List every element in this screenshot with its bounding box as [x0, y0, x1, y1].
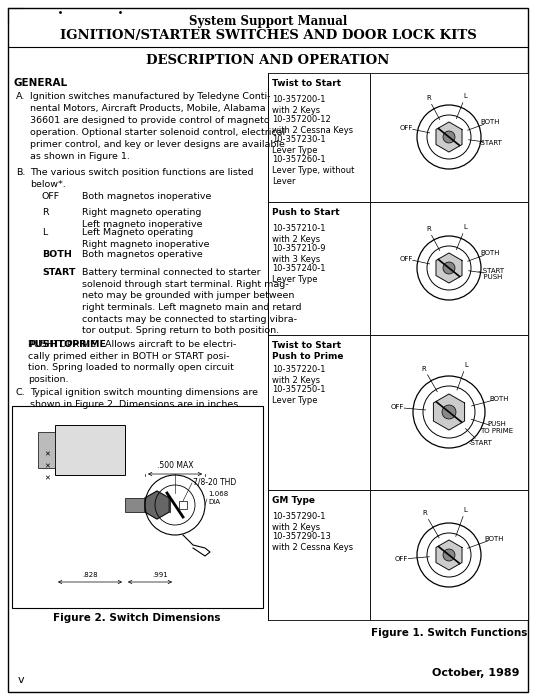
Text: 7/8-20 THD: 7/8-20 THD — [193, 477, 236, 486]
Text: BOTH: BOTH — [42, 250, 72, 259]
Text: October, 1989: October, 1989 — [433, 668, 520, 678]
Text: System Support Manual: System Support Manual — [189, 15, 347, 29]
Text: 10-357200-12
with 2 Cessna Keys: 10-357200-12 with 2 Cessna Keys — [272, 115, 353, 135]
Text: A.: A. — [16, 92, 25, 101]
Text: 10-357200-1
with 2 Keys: 10-357200-1 with 2 Keys — [272, 95, 325, 115]
Text: Twist to Start
Push to Prime: Twist to Start Push to Prime — [272, 341, 344, 361]
Text: BOTH: BOTH — [481, 250, 500, 256]
Text: -START: -START — [468, 440, 492, 446]
Text: DESCRIPTION AND OPERATION: DESCRIPTION AND OPERATION — [146, 55, 390, 67]
Text: START: START — [42, 268, 76, 277]
Text: OFF: OFF — [399, 256, 413, 262]
Text: .500 MAX: .500 MAX — [157, 461, 193, 470]
Text: v: v — [18, 675, 25, 685]
Text: ✕: ✕ — [44, 464, 50, 470]
Polygon shape — [434, 394, 465, 430]
Text: Twist to Start: Twist to Start — [272, 79, 341, 88]
Text: R: R — [422, 365, 426, 372]
Text: Both magnetos operative: Both magnetos operative — [82, 250, 203, 259]
Bar — [268, 202, 370, 335]
Text: BOTH: BOTH — [489, 395, 509, 402]
Text: GM Type: GM Type — [272, 496, 315, 505]
Text: 10-357240-1
Lever Type: 10-357240-1 Lever Type — [272, 264, 325, 284]
Text: L: L — [42, 228, 47, 237]
Text: -START: -START — [479, 140, 503, 146]
Text: OFF: OFF — [399, 125, 413, 131]
Text: OFF: OFF — [391, 405, 404, 410]
Text: 10-357250-1
Lever Type: 10-357250-1 Lever Type — [272, 385, 325, 405]
Bar — [125, 498, 170, 512]
Circle shape — [443, 549, 455, 561]
Text: PUSHTOPRIME   Allows aircraft to be electri-
cally primed either in BOTH or STAR: PUSHTOPRIME Allows aircraft to be electr… — [28, 340, 236, 384]
Bar — [12, 406, 263, 608]
Text: IGNITION/STARTER SWITCHES AND DOOR LOCK KITS: IGNITION/STARTER SWITCHES AND DOOR LOCK … — [59, 29, 477, 43]
Text: L: L — [464, 362, 468, 368]
Text: 10-357290-13
with 2 Cessna Keys: 10-357290-13 with 2 Cessna Keys — [272, 532, 353, 552]
Text: PUSHTOPRIME: PUSHTOPRIME — [28, 340, 106, 349]
Text: The various switch position functions are listed
below*.: The various switch position functions ar… — [30, 168, 254, 189]
Text: L: L — [464, 507, 467, 513]
Text: B.: B. — [16, 168, 25, 177]
Polygon shape — [436, 540, 462, 570]
Polygon shape — [436, 253, 462, 283]
Text: Battery terminal connected to starter
solenoid through start terminal. Right mag: Battery terminal connected to starter so… — [82, 268, 301, 335]
Text: 10-357220-1
with 2 Keys: 10-357220-1 with 2 Keys — [272, 365, 325, 385]
Text: Push to Start: Push to Start — [272, 208, 340, 217]
Bar — [370, 490, 528, 620]
Circle shape — [442, 405, 456, 419]
Text: 10-357230-1
Lever Type: 10-357230-1 Lever Type — [272, 135, 326, 155]
Bar — [370, 335, 528, 490]
Text: 10-357210-9
with 3 Keys: 10-357210-9 with 3 Keys — [272, 244, 325, 264]
Bar — [179, 501, 187, 509]
Text: Right magneto operating
Left magneto inoperative: Right magneto operating Left magneto ino… — [82, 208, 203, 229]
Text: OFF: OFF — [394, 556, 408, 562]
Text: R: R — [426, 226, 431, 232]
Bar — [370, 202, 528, 335]
Bar — [38, 432, 55, 468]
Bar — [268, 335, 370, 490]
Text: C.: C. — [16, 388, 26, 397]
Bar — [55, 425, 125, 475]
Text: 10-357260-1
Lever Type, without
Lever: 10-357260-1 Lever Type, without Lever — [272, 155, 354, 186]
Text: 10-357290-1
with 2 Keys: 10-357290-1 with 2 Keys — [272, 512, 325, 532]
Text: - START
  PUSH: - START PUSH — [478, 267, 504, 280]
Bar — [268, 490, 370, 620]
Text: Figure 2. Switch Dimensions: Figure 2. Switch Dimensions — [53, 613, 221, 623]
Text: L: L — [464, 93, 467, 99]
Text: Ignition switches manufactured by Teledyne Conti-
nental Motors, Aircraft Produc: Ignition switches manufactured by Teledy… — [30, 92, 285, 161]
Polygon shape — [436, 122, 462, 152]
Bar — [370, 73, 528, 202]
Text: 1.068
DIA: 1.068 DIA — [208, 491, 228, 505]
Bar — [268, 73, 370, 202]
Text: BOTH: BOTH — [481, 119, 500, 125]
Text: OFF: OFF — [42, 192, 60, 201]
Text: ✕: ✕ — [44, 452, 50, 458]
Text: R: R — [426, 95, 431, 101]
Circle shape — [443, 131, 455, 143]
Text: ✕: ✕ — [44, 476, 50, 482]
Circle shape — [443, 262, 455, 274]
Text: Typical ignition switch mounting dimensions are
shown in Figure 2. Dimensions ar: Typical ignition switch mounting dimensi… — [30, 388, 258, 409]
Text: .991: .991 — [152, 572, 168, 578]
Text: GENERAL: GENERAL — [14, 78, 68, 88]
Text: Left Magneto operating
Right magneto inoperative: Left Magneto operating Right magneto ino… — [82, 228, 210, 248]
Text: BOTH: BOTH — [485, 536, 504, 542]
Text: R: R — [422, 510, 427, 517]
Text: PUSH
TO PRIME: PUSH TO PRIME — [480, 421, 513, 434]
Text: R: R — [42, 208, 49, 217]
Polygon shape — [145, 491, 169, 519]
Text: 10-357210-1
with 2 Keys: 10-357210-1 with 2 Keys — [272, 224, 325, 244]
Text: .828: .828 — [82, 572, 98, 578]
Text: Both magnetos inoperative: Both magnetos inoperative — [82, 192, 211, 201]
Text: L: L — [464, 224, 467, 230]
Text: Figure 1. Switch Functions: Figure 1. Switch Functions — [371, 628, 527, 638]
